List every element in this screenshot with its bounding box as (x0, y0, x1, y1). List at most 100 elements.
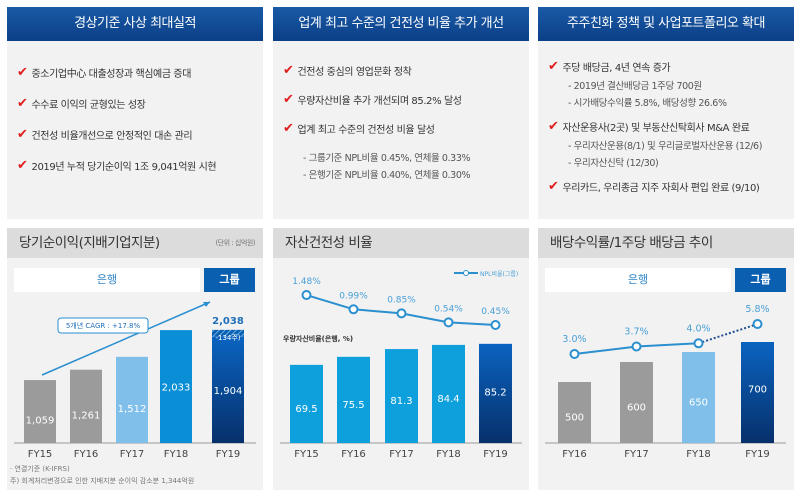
line-value-label: 4.0% (686, 323, 710, 334)
line-point (301, 290, 312, 301)
bar (385, 349, 418, 443)
bar (432, 344, 465, 443)
checkmark-icon: ✔ (17, 127, 28, 142)
bar-value-label: 700 (748, 385, 767, 396)
bar-value-label: 1,261 (72, 410, 101, 421)
tab-bank: 은행 (14, 268, 200, 292)
bullet-item: ✔ 주당 배당금, 4년 연속 증가 (548, 59, 784, 74)
bar (337, 356, 370, 443)
footnote: · 연결기준 (K-IFRS) (10, 465, 70, 473)
bar-series-label: 우량자산비율(은행, %) (283, 334, 353, 343)
checkmark-icon: ✔ (17, 158, 28, 173)
x-tick-label: FY17 (120, 449, 145, 460)
bar-value-label: 500 (565, 413, 584, 424)
x-tick-label: FY18 (436, 449, 461, 460)
bullet-list: ✔ 중소기업中心 대출성장과 핵심예금 증대 ✔ 수수료 이익의 균형있는 성장 ✔ 건전… (7, 41, 263, 219)
bullet-item: ✔ 수수료 이익의 균형있는 성장 (17, 96, 253, 111)
bullet-text: 중소기업中心 대출성장과 핵심예금 증대 (31, 69, 192, 80)
x-tick-label: FY16 (74, 449, 99, 460)
line-value-label: 3.7% (624, 327, 648, 338)
bar-value-label: 650 (689, 398, 708, 409)
x-tick-label: FY17 (624, 449, 649, 460)
line-point (752, 319, 763, 330)
bullet-item: ✔ 자산운용사(2곳) 및 부동산신탁회사 M&A 완료 (548, 119, 784, 134)
panel-title: 경상기준 사상 최대실적 (7, 7, 263, 41)
bullet-text: 우량자산비율 추가 개선되며 85.2% 달성 (297, 96, 462, 107)
bar (741, 342, 774, 443)
checkmark-icon: ✔ (548, 179, 559, 194)
bullet-text: 우리카드, 우리종금 지주 자회사 편입 완료 (9/10) (562, 183, 760, 194)
bar (479, 343, 512, 443)
bar (558, 382, 591, 443)
bar (682, 352, 715, 443)
line-point (443, 317, 454, 328)
checkmark-icon: ✔ (548, 119, 559, 134)
bullet-item: ✔ 중소기업中心 대출성장과 핵심예금 증대 (17, 65, 253, 80)
checkmark-icon: ✔ (17, 96, 28, 111)
line-value-label: 0.54% (434, 304, 463, 314)
x-tick-label: FY18 (164, 449, 189, 460)
bullet-list: ✔ 주당 배당금, 4년 연속 증가 - 2019년 결산배당금 1주당 700원 -… (538, 41, 794, 219)
bullet-text: 건전성 비율개선으로 안정적인 대손 관리 (31, 131, 193, 142)
bullet-item: ✔ 건전성 비율개선으로 안정적인 대손 관리 (17, 127, 253, 142)
sub-item: - 우리자산운용(8/1) 및 우리글로벌자산운용 (12/6) (568, 141, 762, 152)
line-value-label: 0.85% (387, 295, 416, 305)
bar (212, 336, 244, 443)
legend-marker (463, 270, 469, 276)
line-value-label: 1.48% (292, 277, 321, 287)
x-tick-label: FY16 (341, 449, 366, 460)
bar (24, 380, 56, 443)
arrow-head-icon (203, 302, 210, 307)
tab-group: 그룹 (735, 268, 786, 292)
bar-value-label: 84.4 (437, 394, 459, 405)
cagr-box (57, 317, 149, 334)
line-point (693, 338, 704, 349)
bar-value-label: 69.5 (295, 404, 317, 415)
line-point (631, 341, 642, 352)
panel-shareholder: 주주친화 정책 및 사업포트폴리오 확대 ✔ 주당 배당금, 4년 연속 증가 - … (538, 7, 794, 219)
checkmark-icon: ✔ (548, 59, 559, 74)
x-tick-label: FY15 (294, 449, 319, 460)
x-tick-label: FY19 (483, 449, 508, 460)
x-tick-label: FY17 (389, 449, 414, 460)
adjustment-label: -134주) (215, 334, 240, 342)
sub-item: - 시가배당수익률 5.8%, 배당성향 26.6% (568, 98, 727, 109)
bar (70, 369, 102, 443)
x-tick-label: FY19 (216, 449, 241, 460)
bar (620, 362, 653, 443)
bullet-text: 수수료 이익의 균형있는 성장 (31, 100, 146, 111)
bullet-list: ✔ 건전성 중심의 영업문화 정착 ✔ 우량자산비율 추가 개선되며 85.2% 달성… (273, 41, 529, 219)
tab-bank: 은행 (545, 268, 731, 292)
unit-label: (단위 : 십억원) (215, 239, 256, 247)
checkmark-icon: ✔ (17, 65, 28, 80)
x-tick-label: FY15 (28, 449, 53, 460)
line-point (396, 308, 407, 319)
bar-value-label: 1,512 (118, 404, 147, 415)
line-value-label: 5.8% (745, 304, 769, 315)
sub-item: - 은행기준 NPL비율 0.40%, 연체율 0.30% (303, 170, 471, 181)
bar-value-label: 1,059 (26, 416, 55, 427)
bar (290, 364, 323, 443)
x-tick-label: FY19 (745, 449, 770, 460)
chart-title-asset-quality: 자산건전성 비율 (273, 228, 529, 258)
bullet-item: ✔ 우리카드, 우리종금 지주 자회사 편입 완료 (9/10) (548, 179, 784, 194)
bullet-item: ✔ 우량자산비율 추가 개선되며 85.2% 달성 (283, 92, 519, 107)
bar-value-label: 85.2 (484, 387, 506, 398)
bullet-item: ✔ 2019년 누적 당기순이익 1조 9,041억원 시현 (17, 158, 253, 173)
bullet-text: 자산운용사(2곳) 및 부동산신탁회사 M&A 완료 (562, 123, 750, 134)
chart-title-dividend: 배당수익률/1주당 배당금 추이 (538, 228, 794, 258)
chart-title-net-income: 당기순이익(지배기업지분) (단위 : 십억원) (7, 228, 263, 258)
bullet-item: ✔ 건전성 중심의 영업문화 정착 (283, 63, 519, 78)
bar (116, 356, 148, 443)
bar-value-label: 2,033 (162, 383, 191, 394)
bar-value-label: 1,904 (214, 386, 243, 397)
line-value-label: 0.45% (481, 307, 510, 317)
legend-label: NPL비율(그룹) (480, 270, 518, 278)
panel-record-earnings: 경상기준 사상 최대실적 ✔ 중소기업中心 대출성장과 핵심예금 증대 ✔ 수수료 이… (7, 7, 263, 219)
x-tick-label: FY18 (686, 449, 711, 460)
panel-title: 업계 최고 수준의 건전성 비율 추가 개선 (273, 7, 529, 41)
line-point (348, 304, 359, 315)
line-value-label: 3.0% (562, 334, 586, 345)
bar-value-label: 81.3 (390, 396, 412, 407)
